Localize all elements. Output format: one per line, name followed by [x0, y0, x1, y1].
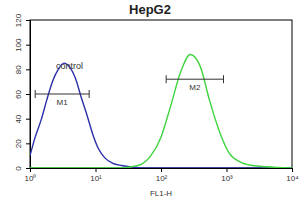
- x-tick: 10³: [221, 168, 233, 183]
- y-tick: 100: [14, 38, 30, 52]
- chart-title: HepG2: [129, 2, 171, 17]
- series-line: [30, 55, 292, 168]
- y-tick-mark: [26, 20, 30, 21]
- y-tick-label: 40: [14, 114, 23, 123]
- y-tick-label: 60: [14, 90, 23, 99]
- x-tick-label: 10²: [156, 174, 168, 183]
- y-tick-mark: [26, 94, 30, 95]
- y-tick-mark: [26, 69, 30, 70]
- y-tick-label: 0: [14, 166, 23, 171]
- y-tick-mark: [26, 168, 30, 169]
- y-tick-label: 80: [14, 65, 23, 74]
- y-tick: 80: [14, 65, 30, 74]
- x-tick-label: 10¹: [90, 174, 102, 183]
- marks: [30, 55, 292, 168]
- y-tick: 60: [14, 90, 30, 99]
- gate-bar: [166, 79, 223, 80]
- gate-bar: [35, 94, 89, 95]
- y-tick: 120: [14, 13, 30, 27]
- x-tick-mark: [161, 168, 162, 172]
- x-tick: 10⁴: [286, 168, 299, 183]
- x-tick-mark: [96, 168, 97, 172]
- gate-end: [166, 75, 167, 83]
- x-tick-label: 10⁴: [286, 174, 299, 183]
- gate-label: M1: [57, 98, 69, 107]
- y-tick: 20: [14, 139, 30, 148]
- y-tick-label: 100: [14, 38, 23, 52]
- y-tick-mark: [26, 143, 30, 144]
- x-axis-line: [31, 169, 293, 173]
- y-tick: 40: [14, 114, 30, 123]
- x-tick-mark: [227, 168, 228, 172]
- gate: [35, 90, 89, 98]
- x-tick: 10²: [156, 168, 168, 183]
- y-tick-label: 120: [14, 13, 23, 27]
- y-tick: 0: [14, 166, 30, 171]
- annotation: control: [56, 61, 83, 71]
- plot-frame: [30, 20, 292, 168]
- x-axis: 10⁰ 10¹ 10² 10³ 10⁴: [25, 168, 300, 183]
- x-axis-label: FL1-H: [150, 189, 172, 198]
- series-line: [30, 63, 292, 168]
- gate: [166, 75, 223, 83]
- y-axis: 0 20 40 60 80 100 120: [14, 13, 31, 170]
- y-tick-mark: [26, 45, 30, 46]
- x-tick-mark: [292, 168, 293, 172]
- x-tick-label: 10³: [221, 174, 233, 183]
- plot-area: 10⁰ 10¹ 10² 10³ 10⁴ 0 20 40 60 80 100 120 M1 M2 contro…: [14, 13, 299, 182]
- x-tick: 10⁰: [25, 168, 37, 183]
- gate-end: [89, 90, 90, 98]
- gate-end: [35, 90, 36, 98]
- chart-svg: 10⁰ 10¹ 10² 10³ 10⁴ 0 20 40 60 80 100 120 M1 M2 contro…: [0, 0, 300, 200]
- x-tick-label: 10⁰: [25, 174, 37, 183]
- gate-end: [223, 75, 224, 83]
- y-tick-mark: [26, 119, 30, 120]
- x-tick: 10¹: [90, 168, 102, 183]
- gate-label: M2: [189, 83, 201, 92]
- chart-container: 10⁰ 10¹ 10² 10³ 10⁴ 0 20 40 60 80 100 120 M1 M2 contro…: [0, 0, 300, 200]
- y-tick-label: 20: [14, 139, 23, 148]
